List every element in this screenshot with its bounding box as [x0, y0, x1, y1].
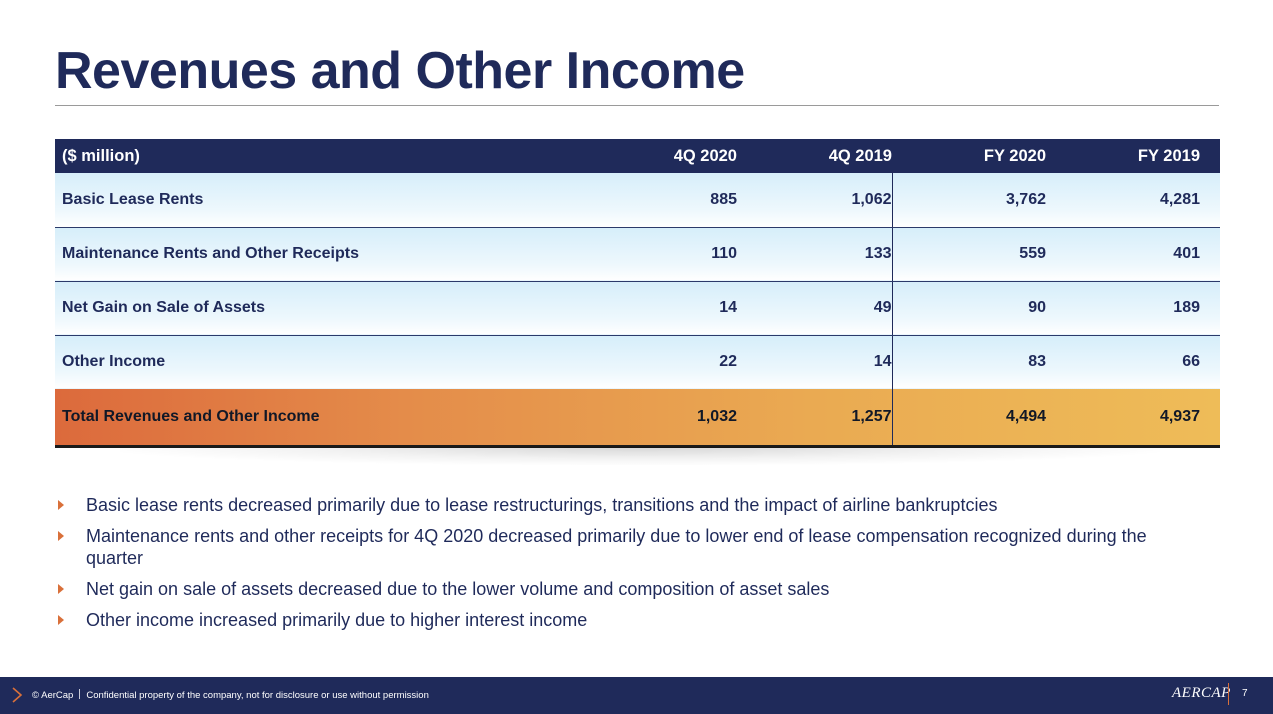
list-item: Basic lease rents decreased primarily du… [55, 494, 1195, 516]
logo-divider [1228, 683, 1229, 705]
cell-fy-2019: 401 [1046, 227, 1200, 282]
title-divider [55, 105, 1219, 106]
cell-4q-2020: 110 [602, 227, 737, 282]
row-label: Other Income [55, 335, 602, 389]
chevron-right-icon [12, 687, 23, 703]
cell-fy-2020: 559 [891, 227, 1046, 282]
triangle-right-icon [58, 615, 64, 625]
row-label: Maintenance Rents and Other Receipts [55, 227, 602, 282]
cell-fy-2020: 90 [891, 281, 1046, 336]
list-item: Net gain on sale of assets decreased due… [55, 578, 1195, 600]
table-shadow [120, 447, 1160, 465]
cell-4q-2019: 1,062 [737, 173, 892, 228]
revenue-table: ($ million) 4Q 2020 4Q 2019 FY 2020 FY 2… [55, 139, 1220, 448]
commentary-list: Basic lease rents decreased primarily du… [55, 494, 1195, 640]
cell-4q-2019: 133 [737, 227, 892, 282]
confidential-text: Confidential property of the company, no… [86, 690, 429, 701]
header-fy-2019: FY 2019 [1137, 146, 1200, 165]
cell-fy-2020: 83 [891, 335, 1046, 389]
total-fy-2019: 4,937 [1046, 389, 1200, 448]
cell-4q-2019: 49 [737, 281, 892, 336]
table-row: Basic Lease Rents 885 1,062 3,762 4,281 [55, 173, 1220, 228]
row-label: Net Gain on Sale of Assets [55, 281, 602, 336]
total-label: Total Revenues and Other Income [55, 389, 602, 448]
bullet-text: Other income increased primarily due to … [86, 610, 588, 630]
list-item: Other income increased primarily due to … [55, 609, 1195, 631]
table-header-row: ($ million) 4Q 2020 4Q 2019 FY 2020 FY 2… [55, 139, 1220, 173]
footer-bar: © AerCap Confidential property of the com… [0, 677, 1273, 714]
triangle-right-icon [58, 584, 64, 594]
footer-notice: © AerCap Confidential property of the com… [32, 689, 429, 701]
total-4q-2020: 1,032 [602, 389, 737, 448]
table-row: Other Income 22 14 83 66 [55, 335, 1220, 389]
cell-4q-2020: 22 [602, 335, 737, 389]
cell-fy-2019: 189 [1046, 281, 1200, 336]
bullet-text: Net gain on sale of assets decreased due… [86, 579, 830, 599]
company-logo: AERCAP [1172, 685, 1231, 701]
total-4q-2019: 1,257 [737, 389, 892, 448]
row-label: Basic Lease Rents [55, 173, 602, 228]
cell-4q-2020: 14 [602, 281, 737, 336]
revenue-table-container: ($ million) 4Q 2020 4Q 2019 FY 2020 FY 2… [55, 139, 1220, 448]
triangle-right-icon [58, 531, 64, 541]
copyright-text: © AerCap [32, 690, 74, 701]
header-unit: ($ million) [62, 146, 140, 165]
page-number: 7 [1242, 688, 1248, 699]
header-4q-2020: 4Q 2020 [673, 146, 737, 165]
total-fy-2020: 4,494 [891, 389, 1046, 448]
footer-separator [79, 689, 81, 699]
table-row: Net Gain on Sale of Assets 14 49 90 189 [55, 281, 1220, 336]
table-row: Maintenance Rents and Other Receipts 110… [55, 227, 1220, 282]
bullet-text: Basic lease rents decreased primarily du… [86, 495, 998, 515]
cell-fy-2019: 66 [1046, 335, 1200, 389]
cell-fy-2020: 3,762 [891, 173, 1046, 228]
bullet-text: Maintenance rents and other receipts for… [86, 526, 1147, 568]
list-item: Maintenance rents and other receipts for… [55, 525, 1195, 569]
table-total-row: Total Revenues and Other Income 1,032 1,… [55, 389, 1220, 448]
page-title: Revenues and Other Income [55, 42, 745, 100]
triangle-right-icon [58, 500, 64, 510]
cell-4q-2019: 14 [737, 335, 892, 389]
cell-4q-2020: 885 [602, 173, 737, 228]
cell-fy-2019: 4,281 [1046, 173, 1200, 228]
header-4q-2019: 4Q 2019 [828, 146, 892, 165]
header-fy-2020: FY 2020 [983, 146, 1046, 165]
